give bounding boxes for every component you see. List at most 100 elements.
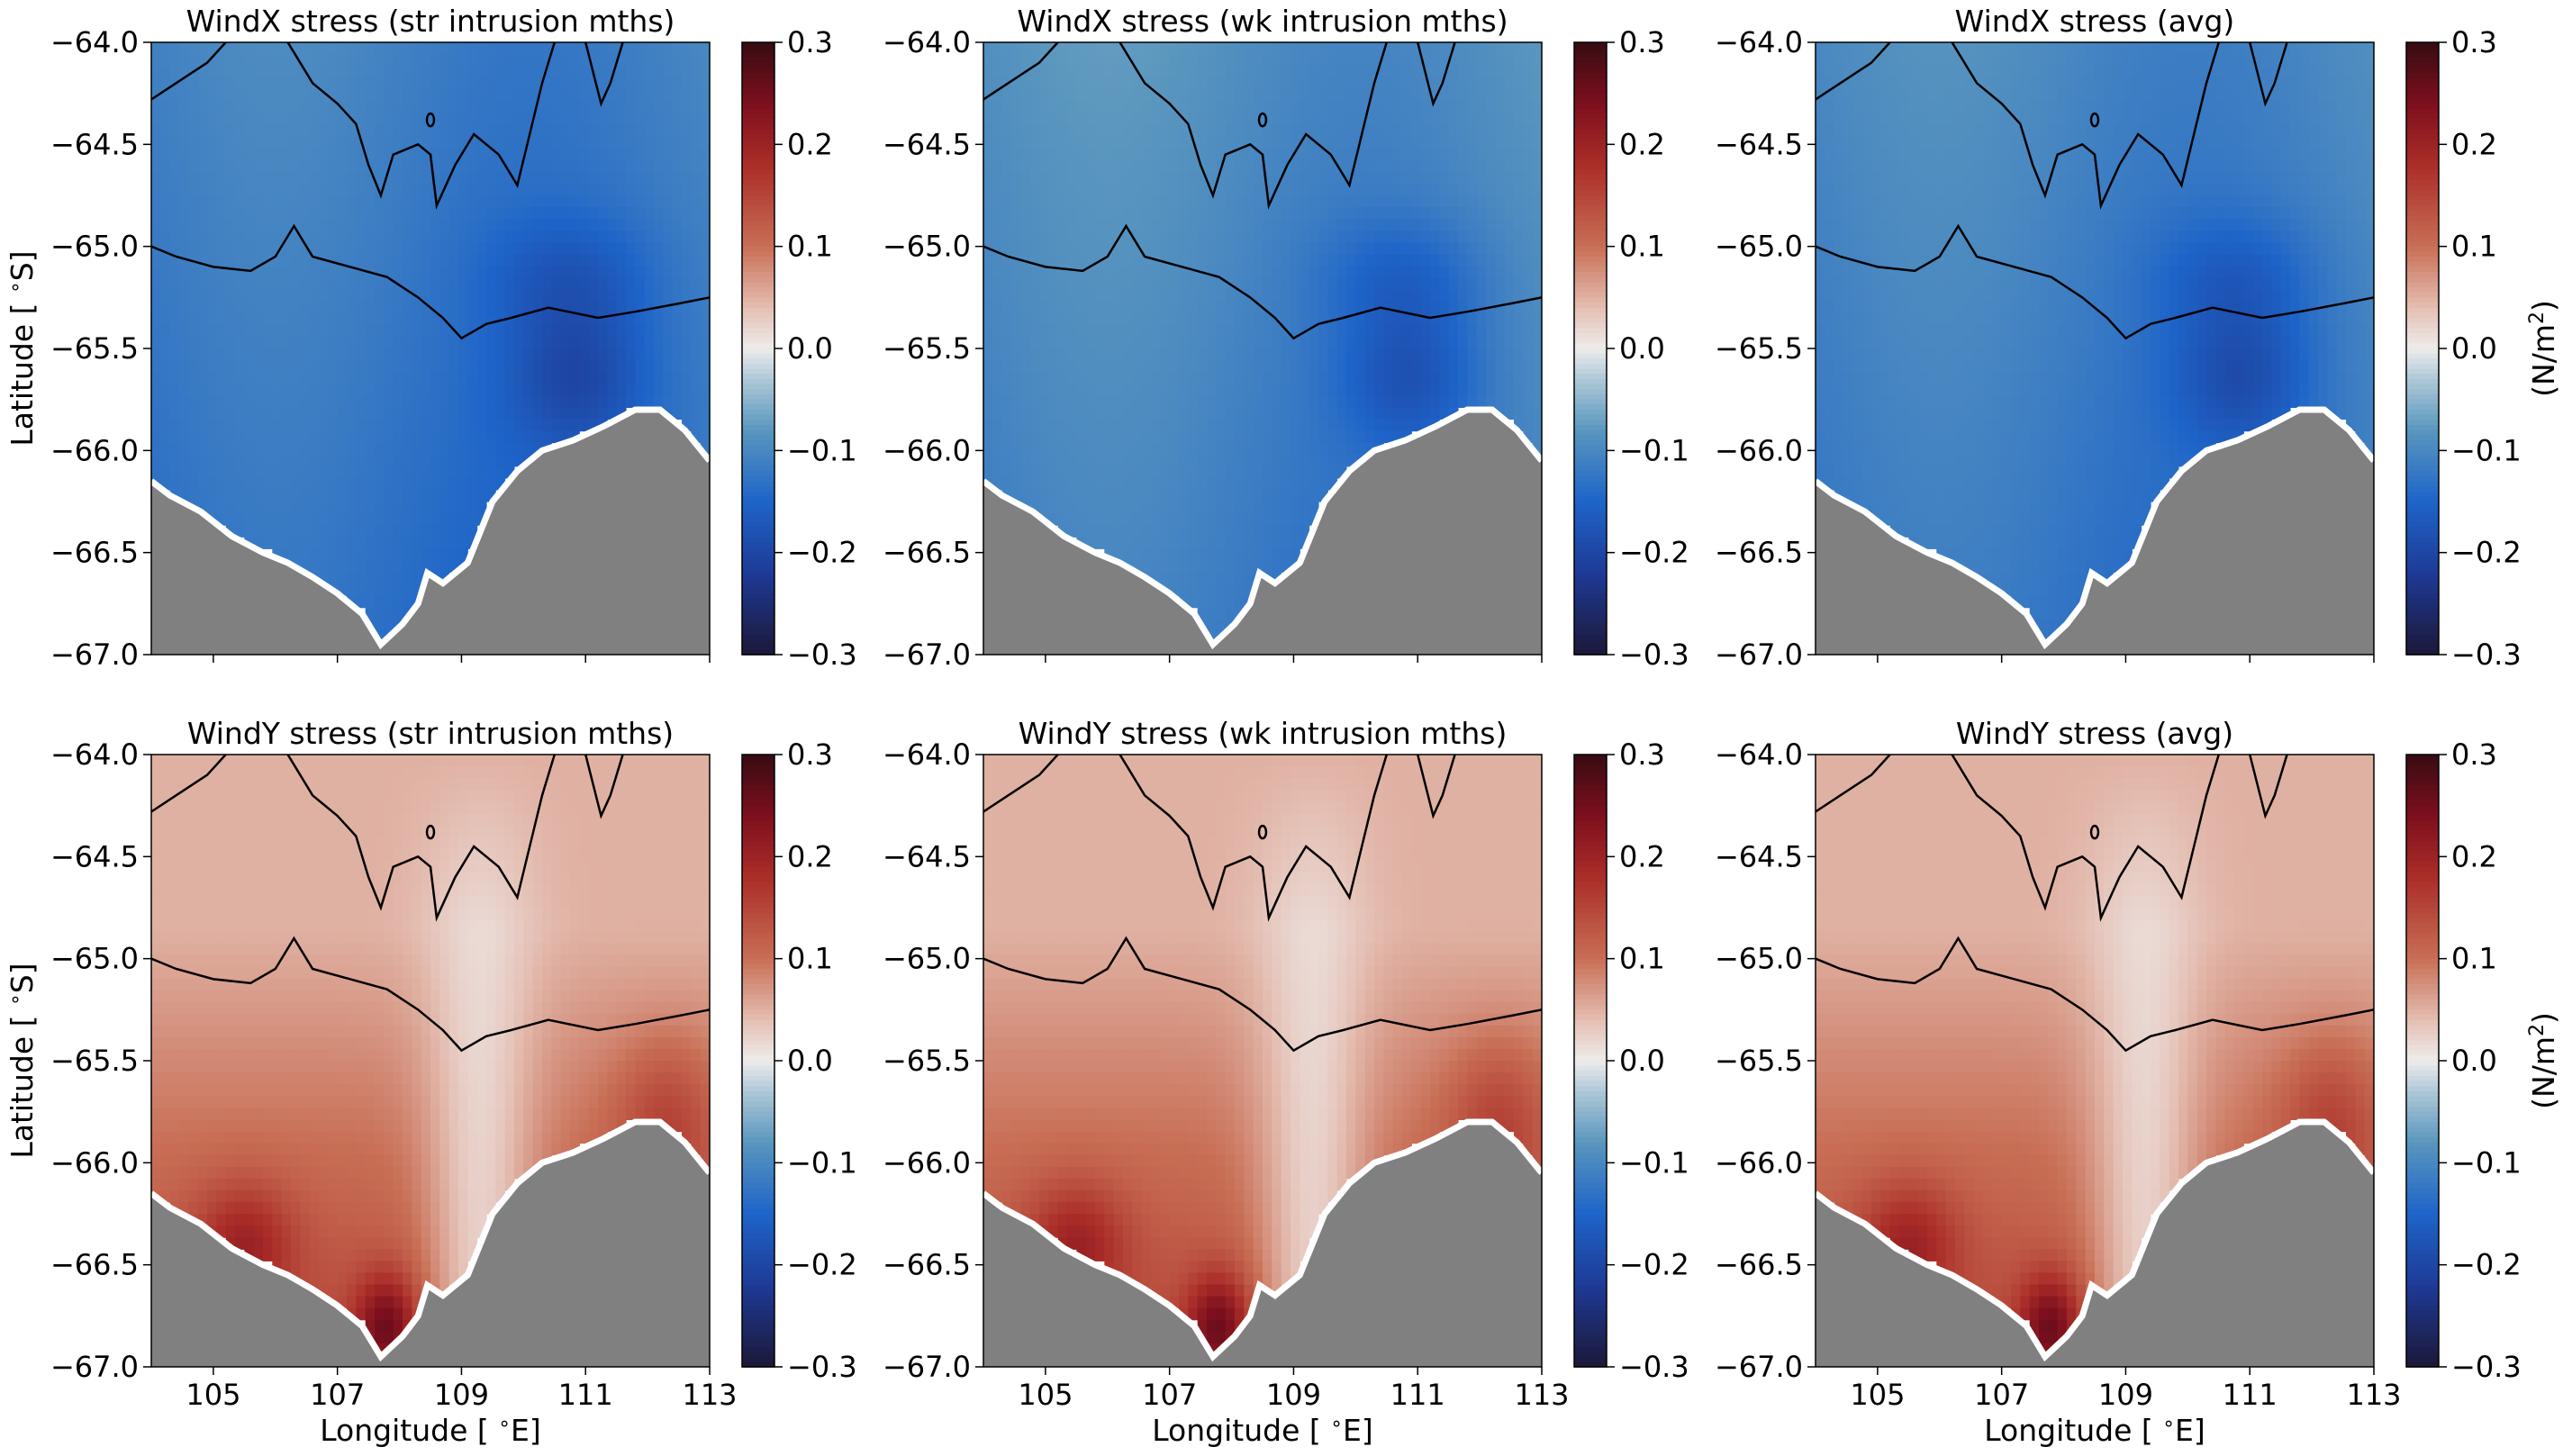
heatmap-cell	[1188, 219, 1199, 231]
heatmap-cell	[1244, 324, 1254, 338]
heatmap-cell	[644, 66, 655, 78]
heatmap-cell	[644, 254, 655, 267]
heatmap-cell	[532, 207, 543, 220]
heatmap-cell	[179, 124, 189, 138]
heatmap-cell	[272, 207, 283, 220]
heatmap-cell	[983, 54, 993, 67]
heatmap-cell	[328, 360, 339, 373]
heatmap-cell	[309, 442, 320, 456]
heatmap-cell	[1216, 54, 1227, 67]
heatmap-cell	[403, 372, 412, 384]
heatmap-cell	[1272, 560, 1282, 574]
heatmap-cell	[365, 124, 376, 138]
heatmap-cell	[347, 136, 357, 149]
heatmap-cell	[458, 207, 468, 220]
heatmap-cell	[151, 384, 161, 396]
heatmap-cell	[1085, 195, 1096, 208]
heatmap-cell	[1011, 254, 1021, 267]
heatmap-cell	[263, 442, 273, 456]
heatmap-cell	[476, 477, 487, 491]
heatmap-cell	[1235, 89, 1245, 102]
heatmap-cell	[347, 348, 357, 361]
heatmap-cell	[421, 148, 431, 161]
heatmap-cell	[1188, 266, 1199, 279]
heatmap-cell	[216, 77, 227, 90]
heatmap-cell	[1514, 312, 1524, 326]
heatmap-cell	[579, 171, 590, 185]
heatmap-cell	[281, 407, 292, 421]
heatmap-cell	[1532, 301, 1542, 314]
heatmap-cell	[1439, 324, 1450, 338]
heatmap-cell	[384, 466, 394, 479]
heatmap-cell	[1113, 42, 1124, 55]
heatmap-cell	[551, 360, 562, 373]
heatmap-cell	[1011, 242, 1021, 255]
heatmap-cell	[1402, 254, 1412, 267]
heatmap-cell	[300, 430, 311, 444]
heatmap-cell	[1169, 148, 1180, 161]
heatmap-cell	[151, 148, 161, 161]
heatmap-cell	[1020, 266, 1031, 279]
heatmap-cell	[1318, 183, 1328, 196]
heatmap-cell	[532, 324, 543, 338]
heatmap-cell	[1020, 336, 1031, 349]
heatmap-cell	[1374, 183, 1384, 196]
heatmap-cell	[412, 242, 422, 255]
heatmap-cell	[328, 66, 339, 78]
heatmap-cell	[644, 384, 655, 396]
heatmap-cell	[319, 336, 329, 349]
heatmap-cell	[1048, 348, 1059, 361]
heatmap-cell	[179, 430, 189, 444]
heatmap-cell	[1253, 454, 1263, 467]
heatmap-cell	[1067, 384, 1077, 396]
heatmap-cell	[1523, 159, 1534, 173]
heatmap-cell	[225, 454, 236, 467]
heatmap-cell	[421, 207, 431, 220]
heatmap-cell	[393, 336, 403, 349]
heatmap-cell	[439, 560, 450, 574]
heatmap-cell	[588, 277, 599, 291]
heatmap-cell	[1197, 395, 1208, 408]
heatmap-cell	[1448, 372, 1459, 384]
heatmap-cell	[1374, 360, 1384, 373]
heatmap-cell	[579, 372, 590, 384]
heatmap-cell	[1207, 442, 1217, 456]
heatmap-cell	[542, 231, 552, 243]
heatmap-cell	[1364, 312, 1375, 326]
heatmap-cell	[579, 312, 590, 326]
heatmap-cell	[467, 407, 478, 421]
heatmap-cell	[1076, 430, 1087, 444]
heatmap-cell	[1104, 77, 1115, 90]
heatmap-cell	[644, 348, 655, 361]
heatmap-cell	[542, 219, 552, 231]
heatmap-cell	[1179, 395, 1189, 408]
heatmap-cell	[1132, 124, 1143, 138]
heatmap-cell	[1179, 454, 1189, 467]
heatmap-cell	[514, 124, 524, 138]
heatmap-cell	[216, 54, 227, 67]
heatmap-cell	[1235, 266, 1245, 279]
heatmap-cell	[1216, 395, 1227, 408]
heatmap-cell	[458, 54, 468, 67]
heatmap-cell	[1132, 336, 1143, 349]
heatmap-cell	[365, 548, 376, 561]
heatmap-cell	[1448, 89, 1459, 102]
heatmap-cell	[319, 489, 329, 502]
heatmap-cell	[1364, 171, 1375, 185]
colorbar-swatch	[742, 195, 774, 202]
heatmap-cell	[1300, 159, 1310, 173]
heatmap-cell	[1160, 171, 1171, 185]
heatmap-cell	[1113, 289, 1124, 303]
heatmap-cell	[1057, 384, 1068, 396]
heatmap-cell	[663, 171, 674, 185]
heatmap-cell	[682, 384, 692, 396]
heatmap-cell	[532, 372, 543, 384]
heatmap-cell	[1095, 407, 1105, 421]
heatmap-cell	[328, 430, 339, 444]
heatmap-cell	[1067, 502, 1077, 514]
heatmap-cell	[1244, 183, 1254, 196]
heatmap-cell	[1216, 77, 1227, 90]
heatmap-cell	[1253, 148, 1263, 161]
heatmap-cell	[1439, 384, 1450, 396]
heatmap-cell	[356, 336, 367, 349]
